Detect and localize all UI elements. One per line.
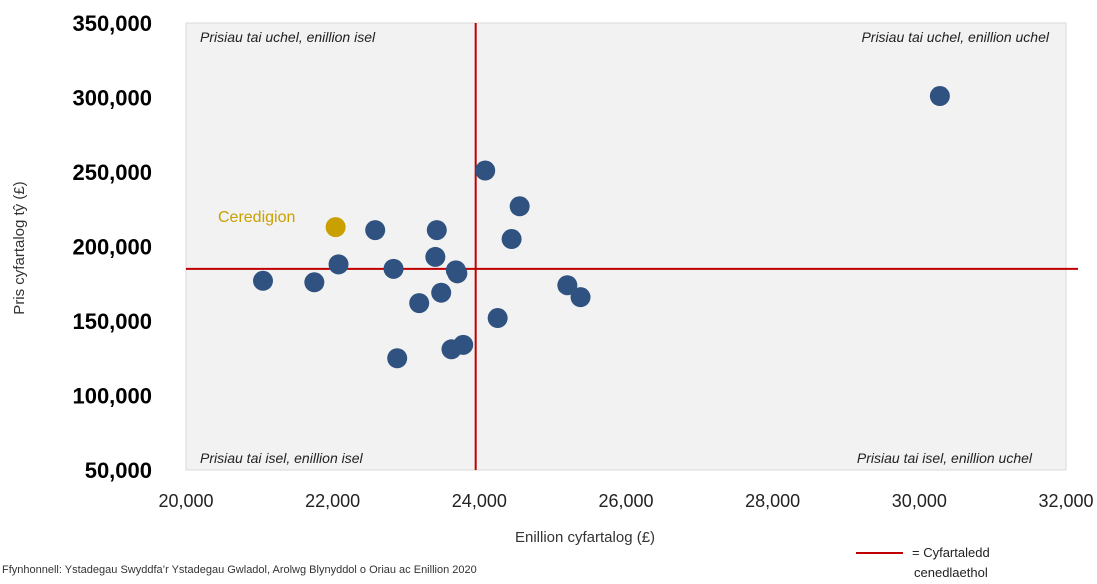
quadrant-label-bottom-left: Prisiau tai isel, enillion isel bbox=[200, 450, 364, 466]
data-point-ceredigion bbox=[325, 217, 346, 238]
y-tick-label: 150,000 bbox=[72, 309, 152, 334]
quadrant-label-bottom-right: Prisiau tai isel, enillion uchel bbox=[857, 450, 1033, 466]
data-point bbox=[509, 196, 530, 217]
legend-label-line1: = Cyfartaledd bbox=[912, 545, 990, 560]
data-point bbox=[453, 334, 474, 355]
data-point bbox=[328, 254, 349, 275]
y-axis-title: Pris cyfartalog tŷ (£) bbox=[11, 181, 28, 314]
data-point bbox=[409, 293, 430, 314]
data-point bbox=[425, 246, 446, 267]
x-axis-tick-labels: 20,000 22,000 24,000 26,000 28,000 30,000 32,0… bbox=[158, 491, 1093, 511]
data-point bbox=[387, 348, 408, 369]
x-axis-title: Enillion cyfartalog (£) bbox=[515, 529, 655, 546]
x-tick-label: 24,000 bbox=[452, 491, 507, 511]
x-tick-label: 30,000 bbox=[892, 491, 947, 511]
y-tick-label: 200,000 bbox=[72, 235, 152, 260]
data-point bbox=[426, 220, 447, 241]
y-axis-tick-labels: 50,000 100,000 150,000 200,000 250,000 300,00… bbox=[72, 11, 152, 483]
data-point bbox=[383, 258, 404, 279]
y-tick-label: 100,000 bbox=[72, 384, 152, 409]
x-tick-label: 22,000 bbox=[305, 491, 360, 511]
data-point bbox=[929, 86, 950, 107]
data-points bbox=[253, 86, 950, 369]
data-point bbox=[431, 282, 452, 303]
quadrant-label-top-left: Prisiau tai uchel, enillion isel bbox=[200, 29, 376, 45]
data-point bbox=[304, 272, 325, 293]
y-tick-label: 300,000 bbox=[72, 86, 152, 111]
data-point bbox=[501, 229, 522, 250]
data-point bbox=[557, 275, 578, 296]
data-point bbox=[365, 220, 386, 241]
source-note: Ffynhonnell: Ystadegau Swyddfa’r Ystadeg… bbox=[2, 564, 477, 576]
data-point bbox=[570, 287, 591, 308]
x-tick-label: 26,000 bbox=[598, 491, 653, 511]
x-tick-label: 28,000 bbox=[745, 491, 800, 511]
data-point bbox=[447, 263, 468, 284]
plot-area bbox=[185, 22, 1067, 471]
y-tick-label: 250,000 bbox=[72, 160, 152, 185]
data-point bbox=[487, 308, 508, 329]
legend-label-line2: cenedlaethol bbox=[914, 565, 988, 580]
x-tick-label: 32,000 bbox=[1038, 491, 1093, 511]
data-point bbox=[253, 270, 273, 291]
quadrant-label-top-right: Prisiau tai uchel, enillion uchel bbox=[861, 29, 1049, 45]
ceredigion-label: Ceredigion bbox=[218, 209, 295, 226]
y-tick-label: 50,000 bbox=[85, 458, 152, 483]
data-point bbox=[475, 160, 496, 181]
x-tick-label: 20,000 bbox=[158, 491, 213, 511]
y-tick-label: 350,000 bbox=[72, 11, 152, 36]
